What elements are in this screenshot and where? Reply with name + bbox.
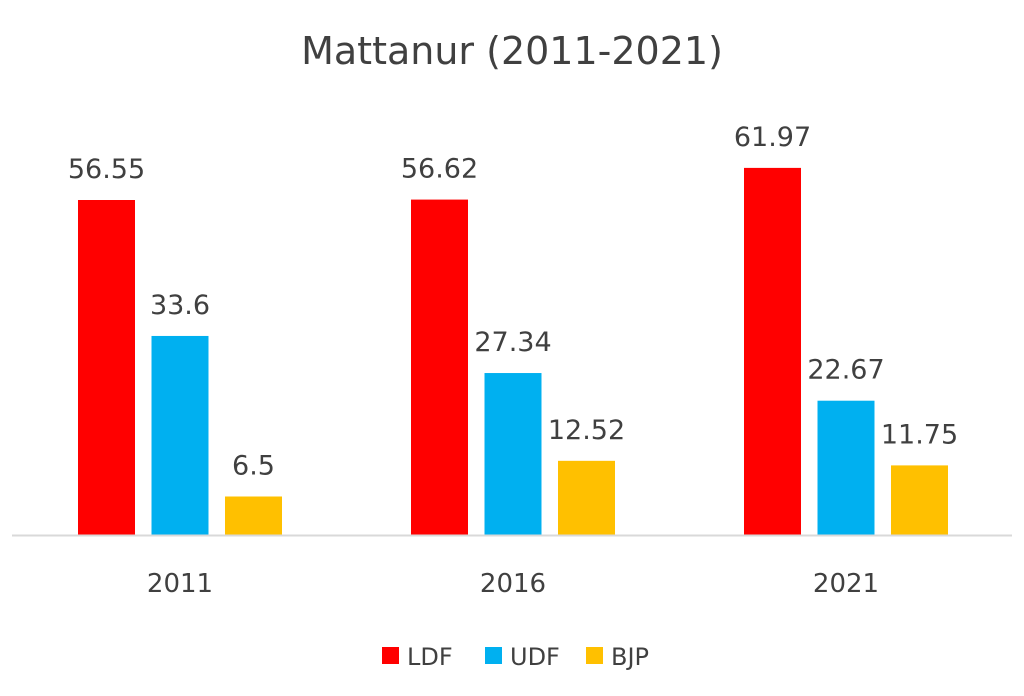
data-label: 56.55 (68, 154, 145, 185)
legend: LDF UDF BJP (382, 643, 649, 671)
data-label: 22.67 (807, 355, 884, 386)
chart-title: Mattanur (2011-2021) (301, 29, 723, 73)
legend-label-ldf: LDF (407, 643, 453, 671)
bar-udf-2016 (484, 373, 542, 535)
legend-swatch-bjp (586, 647, 603, 664)
bar-udf-2011 (151, 335, 209, 535)
legend-swatch-ldf (382, 647, 399, 664)
legend-label-udf: UDF (510, 643, 560, 671)
data-label: 61.97 (734, 122, 811, 153)
bar-ldf-2011 (78, 200, 135, 535)
data-label: 56.62 (401, 154, 478, 185)
bar-ldf-2016 (411, 199, 468, 535)
bar-ldf-2021 (744, 167, 801, 535)
data-label: 27.34 (474, 327, 551, 358)
data-label: 12.52 (548, 415, 625, 446)
x-tick-label: 2016 (480, 569, 546, 599)
bar-udf-2021 (817, 400, 875, 535)
x-tick-label: 2021 (813, 569, 879, 599)
x-tick-label: 2011 (147, 569, 213, 599)
data-label: 11.75 (881, 419, 958, 450)
bar-bjp-2011 (225, 496, 282, 535)
data-label: 6.5 (232, 450, 275, 481)
legend-swatch-udf (485, 647, 502, 664)
bar-bjp-2021 (891, 465, 948, 535)
legend-label-bjp: BJP (611, 643, 649, 671)
data-label: 33.6 (150, 290, 210, 321)
bar-bjp-2016 (558, 460, 615, 535)
